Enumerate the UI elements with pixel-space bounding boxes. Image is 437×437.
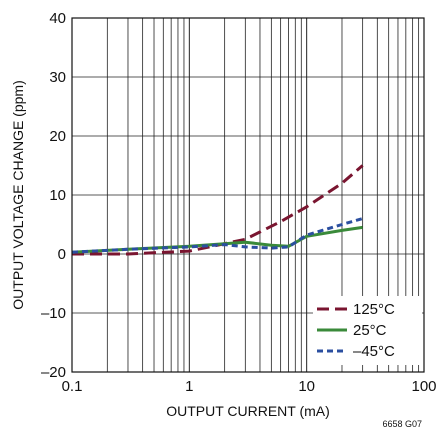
y-tick-label: 40 <box>49 10 66 27</box>
y-axis-label: OUTPUT VOLTAGE CHANGE (ppm) <box>10 80 26 309</box>
legend-label: –45°C <box>353 343 395 360</box>
y-tick-labels: –20 –10 0 10 20 30 40 <box>41 10 66 381</box>
series-lines <box>72 166 363 255</box>
x-tick-label: 1 <box>185 378 193 395</box>
y-tick-label: 0 <box>58 246 66 263</box>
x-tick-labels: 0.1 1 10 100 <box>62 378 437 395</box>
y-tick-label: 20 <box>49 128 66 145</box>
y-tick-label: 30 <box>49 69 66 86</box>
y-tick-label: –10 <box>41 305 66 322</box>
figure-id: 6658 G07 <box>382 419 422 429</box>
x-tick-label: 100 <box>411 378 436 395</box>
series-line <box>72 166 363 255</box>
y-tick-label: –20 <box>41 364 66 381</box>
legend-label: 125°C <box>353 301 395 318</box>
legend: 125°C 25°C –45°C <box>317 301 395 360</box>
y-tick-label: 10 <box>49 187 66 204</box>
legend-label: 25°C <box>353 322 387 339</box>
x-tick-label: 10 <box>298 378 315 395</box>
x-axis-label: OUTPUT CURRENT (mA) <box>166 403 330 419</box>
